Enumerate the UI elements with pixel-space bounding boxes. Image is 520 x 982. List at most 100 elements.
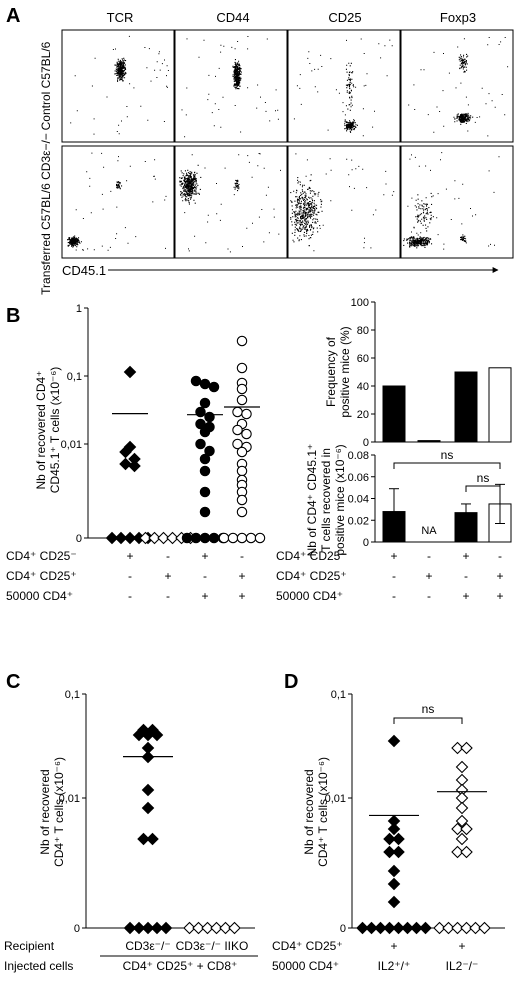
condition-mark: - [203, 569, 207, 583]
condition-mark: + [425, 569, 432, 583]
y-tick-label: 0.02 [348, 515, 369, 527]
condition-mark: + [201, 549, 208, 563]
flow-plot-frame [287, 29, 401, 143]
data-point [195, 406, 206, 418]
bar [417, 440, 441, 443]
panel-a-letter: A [6, 5, 20, 27]
condition-mark: + [462, 549, 469, 563]
data-point [219, 921, 232, 935]
data-point [455, 832, 469, 846]
data-point [455, 760, 469, 774]
y-axis-label-line: positive mice (%) [338, 326, 352, 417]
y-axis-label-line: Nb of recovered [38, 769, 52, 854]
panel-d-letter: D [284, 671, 298, 693]
data-point [410, 921, 423, 935]
data-point [199, 465, 211, 477]
condition-mark: + [390, 939, 397, 953]
data-point [228, 921, 241, 935]
data-point [387, 895, 401, 909]
data-point [195, 438, 206, 450]
column-header-tcr: TCR [107, 10, 134, 25]
y-axis-label-line: Nb of recovered CD4⁺ [34, 370, 48, 489]
data-point [451, 845, 464, 859]
data-point [460, 741, 473, 755]
significance-label: ns [441, 448, 454, 462]
flow-plot-frame [174, 29, 288, 143]
bar [382, 385, 406, 443]
significance-bracket [393, 462, 501, 469]
data-point [356, 921, 369, 935]
data-point [128, 459, 141, 473]
condition-mark: + [496, 589, 503, 603]
data-point [199, 378, 211, 390]
condition-mark: IL2⁺/⁺ [378, 959, 411, 973]
condition-mark: + [390, 549, 397, 563]
data-point [199, 453, 211, 465]
flow-plot-events [408, 37, 509, 137]
y-tick-label: 0 [76, 533, 82, 545]
data-point [387, 877, 401, 891]
y-tick-label: 40 [357, 381, 369, 393]
data-point [150, 921, 164, 935]
data-point [208, 381, 220, 393]
data-point [199, 506, 211, 518]
condition-mark: - [498, 549, 502, 563]
injected-cells-label: CD4⁺ CD25⁺ + CD8⁺ [123, 959, 238, 973]
y-axis-label-line: CD45.1⁺ T cells (x10⁻⁶) [48, 367, 62, 494]
y-axis-label: Nb of recovered CD4⁺ T cells (x10⁻⁶) [38, 757, 66, 867]
data-point [392, 921, 405, 935]
condition-row-label: 50000 CD4⁺ [6, 589, 73, 603]
condition-row-label: 50000 CD4⁺ [272, 959, 339, 973]
bar [454, 371, 478, 443]
data-point [218, 532, 230, 544]
data-point [190, 375, 202, 387]
y-axis-label: Frequency of positive mice (%) [324, 326, 352, 417]
condition-mark: - [240, 549, 244, 563]
y-tick-label: 0,01 [61, 439, 82, 451]
y-tick-label: 0.04 [348, 494, 369, 506]
data-point [392, 845, 405, 859]
data-point [166, 531, 179, 545]
condition-row-label: CD4⁺ CD25⁺ [272, 939, 343, 953]
data-point [227, 532, 239, 544]
data-point [232, 424, 243, 436]
flow-plot-frame [400, 29, 514, 143]
data-point [201, 921, 214, 935]
data-point [236, 394, 248, 406]
y-tick-label: 0,01 [325, 793, 346, 805]
data-point [232, 406, 243, 418]
condition-mark: - [128, 589, 132, 603]
data-point [241, 428, 252, 440]
y-tick-label: 0 [363, 537, 369, 549]
data-point [236, 383, 248, 395]
y-tick-label: 0.08 [348, 450, 369, 462]
data-point [236, 362, 248, 374]
row-label-control: Control C57BL/6 [39, 41, 53, 130]
data-point [199, 426, 211, 438]
data-point [392, 832, 405, 846]
data-point [383, 845, 396, 859]
data-point [199, 532, 211, 544]
y-tick-label: 0,1 [65, 689, 80, 701]
data-point [123, 531, 137, 545]
data-point [433, 921, 446, 935]
y-axis-label-line: Frequency of [324, 336, 338, 407]
bar [488, 367, 512, 443]
data-point [478, 921, 491, 935]
y-axis-label-line: CD4⁺ T cells (x10⁻⁶) [316, 757, 330, 867]
data-point [204, 411, 215, 423]
data-point [254, 532, 266, 544]
column-header-tcr-text: TCR [107, 10, 134, 25]
data-point [141, 921, 155, 935]
data-point [383, 921, 396, 935]
data-point [105, 531, 119, 545]
data-point [387, 822, 401, 836]
chart-d-scatter: 0 0,01 0,1 Nb of recovered CD4⁺ T cells (x10… [272, 689, 505, 973]
flow-plot-frame [61, 145, 175, 259]
condition-mark: IL2⁻/⁻ [446, 959, 479, 973]
data-point [401, 921, 414, 935]
data-point [374, 921, 387, 935]
flow-plot-events [67, 152, 167, 251]
data-point [451, 921, 464, 935]
data-point [123, 365, 137, 379]
